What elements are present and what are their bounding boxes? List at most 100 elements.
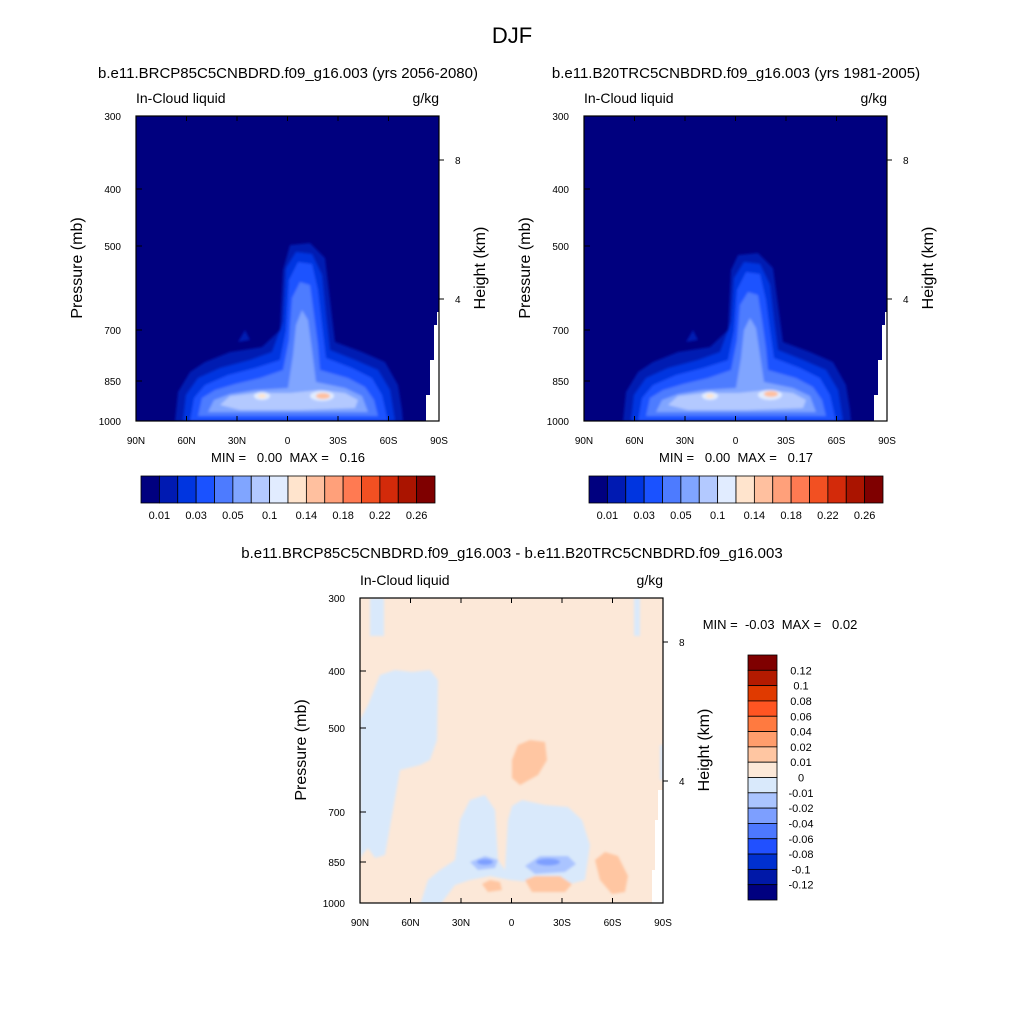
p2-xtick-1: 60N: [625, 436, 643, 447]
panel-2-y2label: Height (km): [920, 227, 937, 310]
colorbar-swatch: [747, 731, 778, 748]
colorbar-label: 0.03: [633, 510, 654, 522]
panel-2-colorbar: 0.01 0.03 0.05 0.1 0.14 0.18 0.22 0.26: [588, 475, 884, 522]
colorbar-label: 0.06: [790, 711, 811, 723]
panel-2-x-axis: 90N 60N 30N 0 30S 60S 90S: [575, 116, 896, 447]
colorbar-swatch: [747, 807, 778, 824]
panel-3-x-axis: 90N 60N 30N 0 30S 60S 90S: [351, 598, 672, 929]
p2-xtick-2: 30N: [676, 436, 694, 447]
p1-xtick-1: 60N: [177, 436, 195, 447]
colorbar-swatch: [827, 475, 847, 504]
colorbar-swatch: [342, 475, 362, 504]
colorbar-label: -0.04: [788, 818, 813, 830]
colorbar-label: 0.01: [790, 757, 811, 769]
colorbar-label: -0.08: [788, 849, 813, 861]
p1-y2tick-1: 4: [455, 295, 461, 306]
colorbar-label: 0.14: [296, 510, 317, 522]
p1-ytick-5: 1000: [99, 417, 122, 428]
colorbar-label: 0.12: [790, 665, 811, 677]
p2-y2tick-1: 4: [903, 295, 909, 306]
colorbar-label: 0.03: [185, 510, 206, 522]
colorbar-swatch: [747, 868, 778, 886]
panel-3: b.e11.BRCP85C5CNBDRD.f09_g16.003 - b.e11…: [241, 545, 857, 929]
colorbar-label: 0.04: [790, 727, 811, 739]
p1-xtick-6: 90S: [430, 436, 448, 447]
colorbar-swatch: [305, 475, 326, 504]
panel-1-y-axis: 300 400 500 700 850 1000: [99, 112, 142, 428]
p1-xtick-2: 30N: [228, 436, 246, 447]
panel-2-ylabel: Pressure (mb): [517, 217, 534, 318]
p2-ytick-3: 700: [552, 326, 569, 337]
colorbar-swatch: [643, 475, 663, 504]
colorbar-label: 0.02: [790, 742, 811, 754]
panel-2-y-axis: 300 400 500 700 850 1000: [547, 112, 590, 428]
colorbar-swatch: [747, 700, 778, 717]
colorbar-swatch: [680, 475, 700, 504]
colorbar-swatch: [232, 475, 252, 504]
p1-xtick-4: 30S: [329, 436, 347, 447]
colorbar-swatch: [717, 475, 737, 504]
colorbar-label: 0.1: [710, 510, 725, 522]
colorbar-label: 0.01: [597, 510, 618, 522]
panel-2-stats: MIN = 0.00 MAX = 0.17: [659, 450, 813, 465]
panel-1-right-label: g/kg: [413, 90, 439, 106]
colorbar-label: 0.22: [817, 510, 838, 522]
p3-ytick-1: 400: [328, 667, 345, 678]
panel-3-y2-axis: 8 4: [663, 638, 685, 788]
colorbar-swatch: [606, 475, 627, 504]
colorbar-label: 0.08: [790, 696, 811, 708]
panel-2: b.e11.B20TRC5CNBDRD.f09_g16.003 (yrs 198…: [517, 65, 937, 522]
colorbar-swatch: [809, 475, 829, 504]
panel-3-y2label: Height (km): [696, 709, 713, 792]
p2-ytick-4: 850: [552, 377, 569, 388]
p3-xtick-4: 30S: [553, 918, 571, 929]
p3-ytick-5: 1000: [323, 899, 346, 910]
p2-xtick-6: 90S: [878, 436, 896, 447]
p3-y2tick-0: 8: [679, 638, 685, 649]
p2-ytick-5: 1000: [547, 417, 570, 428]
colorbar-label: 0.05: [670, 510, 691, 522]
colorbar-swatch: [588, 475, 608, 504]
colorbar-swatch: [625, 475, 645, 504]
colorbar-label: -0.01: [788, 788, 813, 800]
p2-xtick-5: 60S: [828, 436, 846, 447]
p3-xtick-6: 90S: [654, 918, 672, 929]
p2-xtick-3: 0: [733, 436, 739, 447]
p1-xtick-3: 0: [285, 436, 291, 447]
p3-xtick-3: 0: [509, 918, 515, 929]
colorbar-swatch: [747, 685, 778, 702]
panel-3-y-axis: 300 400 500 700 850 1000: [323, 594, 366, 910]
colorbar-swatch: [287, 475, 307, 504]
colorbar-swatch: [753, 475, 774, 504]
colorbar-swatch: [361, 475, 381, 504]
panel-3-ylabel: Pressure (mb): [293, 699, 310, 800]
panel-3-stats: MIN = -0.03 MAX = 0.02: [703, 617, 858, 632]
colorbar-swatch: [845, 475, 866, 504]
panel-2-right-label: g/kg: [861, 90, 887, 106]
p2-xtick-4: 30S: [777, 436, 795, 447]
colorbar-swatch: [747, 669, 778, 687]
colorbar-swatch: [698, 475, 719, 504]
panel-3-title: b.e11.BRCP85C5CNBDRD.f09_g16.003 - b.e11…: [241, 545, 782, 562]
panel-3-right-label: g/kg: [637, 572, 663, 588]
colorbar-swatch: [662, 475, 682, 504]
colorbar-swatch: [747, 715, 778, 732]
colorbar-swatch: [158, 475, 179, 504]
colorbar-swatch: [397, 475, 418, 504]
p2-ytick-2: 500: [552, 242, 569, 253]
colorbar-label: -0.1: [792, 864, 811, 876]
figure-title: DJF: [492, 23, 532, 48]
p1-ytick-1: 400: [104, 185, 121, 196]
colorbar-label: 0.05: [222, 510, 243, 522]
panel-1-left-label: In-Cloud liquid: [136, 90, 226, 106]
panel-1-colorbar: 0.01 0.03 0.05 0.1 0.14 0.18 0.22 0.26: [140, 475, 436, 522]
p3-ytick-3: 700: [328, 808, 345, 819]
colorbar-label: 0.26: [406, 510, 427, 522]
colorbar-swatch: [772, 475, 792, 504]
colorbar-swatch: [864, 475, 884, 504]
p1-xtick-5: 60S: [380, 436, 398, 447]
colorbar-label: 0.22: [369, 510, 390, 522]
panel-1-ylabel: Pressure (mb): [69, 217, 86, 318]
panel-1-y2-axis: 8 4: [439, 156, 461, 306]
